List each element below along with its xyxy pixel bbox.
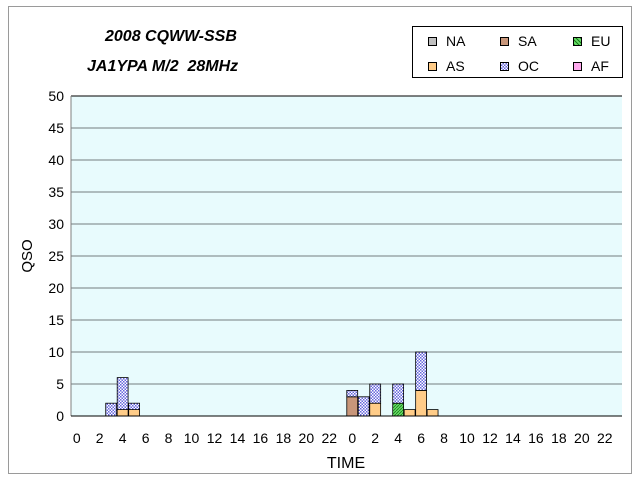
x-tick-label: 6 <box>417 430 425 446</box>
y-tick-label: 35 <box>48 184 64 200</box>
bars <box>105 351 439 417</box>
legend: NA SA EU AS OC AF <box>412 26 623 78</box>
x-tick-label: 0 <box>73 430 81 446</box>
x-tick-label: 2 <box>96 430 104 446</box>
x-tick-label: 10 <box>459 430 475 446</box>
x-tick-label: 16 <box>253 430 269 446</box>
legend-swatch-na <box>428 37 437 46</box>
legend-swatch-oc <box>500 62 509 71</box>
chart-title: 2008 CQWW-SSB <box>105 28 237 45</box>
x-tick-label: 20 <box>574 430 590 446</box>
y-tick-label: 30 <box>48 216 64 232</box>
legend-swatch-af <box>573 62 582 71</box>
x-tick-label: 4 <box>394 430 402 446</box>
legend-label-af: AF <box>591 58 609 74</box>
bar-segment-as <box>403 409 416 417</box>
y-tick-labels: 0 5 10 15 20 25 30 35 40 45 50 <box>48 88 64 424</box>
x-tick-label: 0 <box>348 430 356 446</box>
x-tick-labels: 0 2 4 6 8 10 12 14 16 18 20 22 0 2 4 6 8 10 12 14 16 18 20 22 <box>73 430 613 446</box>
legend-swatch-as <box>428 62 437 71</box>
bar-segment-oc <box>128 402 140 411</box>
x-tick-label: 14 <box>505 430 521 446</box>
x-tick-label: 20 <box>299 430 315 446</box>
y-tick-label: 50 <box>48 88 64 104</box>
legend-label-na: NA <box>446 33 466 49</box>
x-tick-label: 22 <box>597 430 613 446</box>
x-tick-label: 8 <box>440 430 448 446</box>
x-tick-label: 8 <box>165 430 173 446</box>
y-tick-label: 40 <box>48 152 64 168</box>
x-tick-label: 2 <box>371 430 379 446</box>
y-tick-label: 10 <box>48 344 64 360</box>
bar-segment-oc <box>105 402 118 417</box>
y-tick-label: 5 <box>56 376 64 392</box>
legend-label-sa: SA <box>518 33 537 49</box>
x-tick-label: 10 <box>184 430 200 446</box>
gridlines <box>71 95 622 385</box>
x-tick-label: 12 <box>482 430 498 446</box>
x-tick-label: 18 <box>551 430 567 446</box>
x-tick-label: 12 <box>207 430 223 446</box>
bar-segment-as <box>415 389 427 417</box>
bar-segment-as <box>369 402 382 417</box>
y-tick-label: 25 <box>48 248 64 264</box>
y-tick-label: 15 <box>48 312 64 328</box>
legend-label-eu: EU <box>591 33 611 49</box>
bar-segment-as <box>116 409 129 417</box>
x-tick-label: 6 <box>142 430 150 446</box>
chart-subtitle: JA1YPA M/2 28MHz <box>87 58 239 75</box>
legend-swatch-eu <box>573 37 582 46</box>
x-tick-label: 16 <box>528 430 544 446</box>
bar-segment-oc <box>369 383 382 404</box>
x-tick-label: 14 <box>230 430 246 446</box>
bar-segment-oc <box>392 383 405 404</box>
y-tick-label: 45 <box>48 120 64 136</box>
bar-segment-as <box>426 409 439 417</box>
x-tick-label: 4 <box>119 430 127 446</box>
x-tick-label: 18 <box>276 430 292 446</box>
legend-label-as: AS <box>446 58 465 74</box>
bar-segment-as <box>128 409 140 417</box>
x-tick-label: 22 <box>321 430 337 446</box>
bar-segment-oc <box>357 396 370 417</box>
bar-segment-oc <box>346 389 359 398</box>
y-tick-label: 0 <box>56 408 64 424</box>
bar-segment-sa <box>346 396 359 417</box>
y-tick-label: 20 <box>48 280 64 296</box>
bar-segment-oc <box>415 351 427 391</box>
legend-label-oc: OC <box>518 58 539 74</box>
bar-segment-oc <box>116 377 129 411</box>
y-axis-label: QSO <box>19 239 36 272</box>
legend-swatch-sa <box>500 37 509 46</box>
bar-segment-eu <box>392 402 405 417</box>
x-axis-label: TIME <box>327 455 365 472</box>
